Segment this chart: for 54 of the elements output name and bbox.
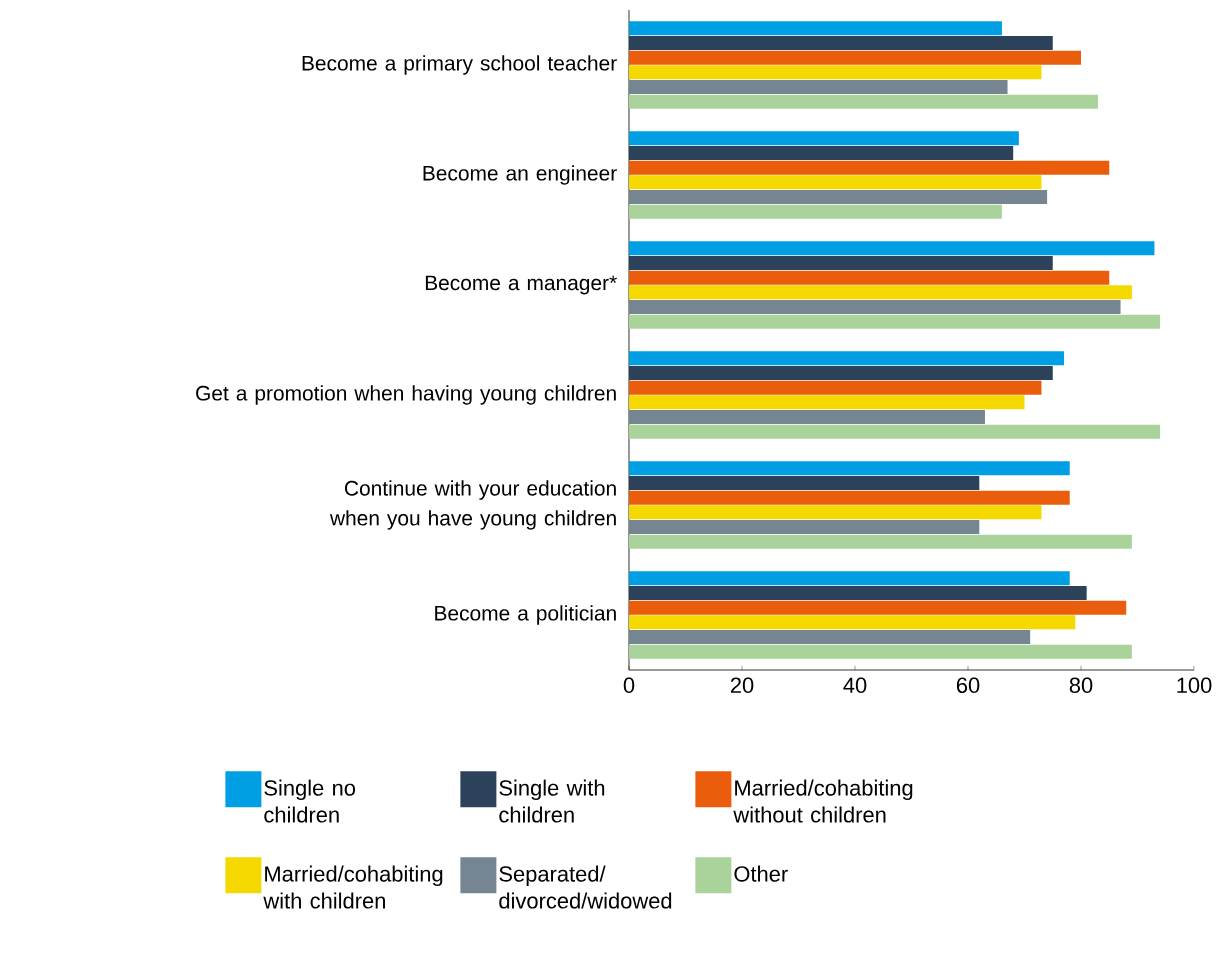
legend-label: Single no children [264,779,356,823]
bar [629,285,1132,300]
bar [629,571,1070,586]
bar [629,80,1008,95]
bar [629,175,1042,190]
x-tick-label: 40 [843,677,867,694]
bar [629,475,980,490]
bar [629,424,1161,439]
bar [629,490,1070,505]
legend-label: Separated/ divorced/widowed [499,865,672,909]
bar [629,505,1042,520]
y-tick-label: Continue with your education when you have young children [329,480,616,530]
bar [629,270,1110,285]
bar [629,300,1121,315]
bar [629,644,1132,659]
y-tick-label: Get a promotion when having young children [196,385,616,405]
bar [629,190,1048,205]
bar [629,615,1076,630]
x-tick-label: 60 [956,677,980,694]
bar [629,380,1042,395]
bar [629,204,1002,219]
bar [629,520,980,535]
y-tick-label: Become a manager* [425,275,617,295]
x-tick-label: 80 [1069,677,1093,694]
bar [629,351,1065,366]
bar [629,131,1019,146]
bar [629,365,1053,380]
bar [629,94,1098,109]
x-tick-label: 0 [623,677,635,694]
bar [629,145,1014,160]
bar [629,160,1110,175]
bar [629,534,1132,549]
bar [629,35,1053,50]
y-tick-label: Become a politician [435,605,616,625]
bar [629,241,1155,256]
legend-label: Married/cohabiting with children [263,865,443,909]
bar [629,50,1081,65]
y-tick-label: Become an engineer [423,165,617,185]
legend-label: Single with children [499,779,605,823]
bar [629,410,985,425]
bar [629,395,1025,410]
legend-label: Other [734,865,788,882]
bar [629,65,1042,80]
x-tick-label: 100 [1177,677,1212,694]
bar [629,585,1087,600]
x-tick-label: 20 [730,677,754,694]
bar [629,630,1031,645]
y-tick-label: Become a primary school teacher [302,55,617,75]
bar [629,461,1070,476]
bar [629,314,1161,329]
legend-label: Married/cohabiting without children [733,779,913,823]
bar [629,21,1002,36]
bar [629,600,1127,615]
bar [629,255,1053,270]
